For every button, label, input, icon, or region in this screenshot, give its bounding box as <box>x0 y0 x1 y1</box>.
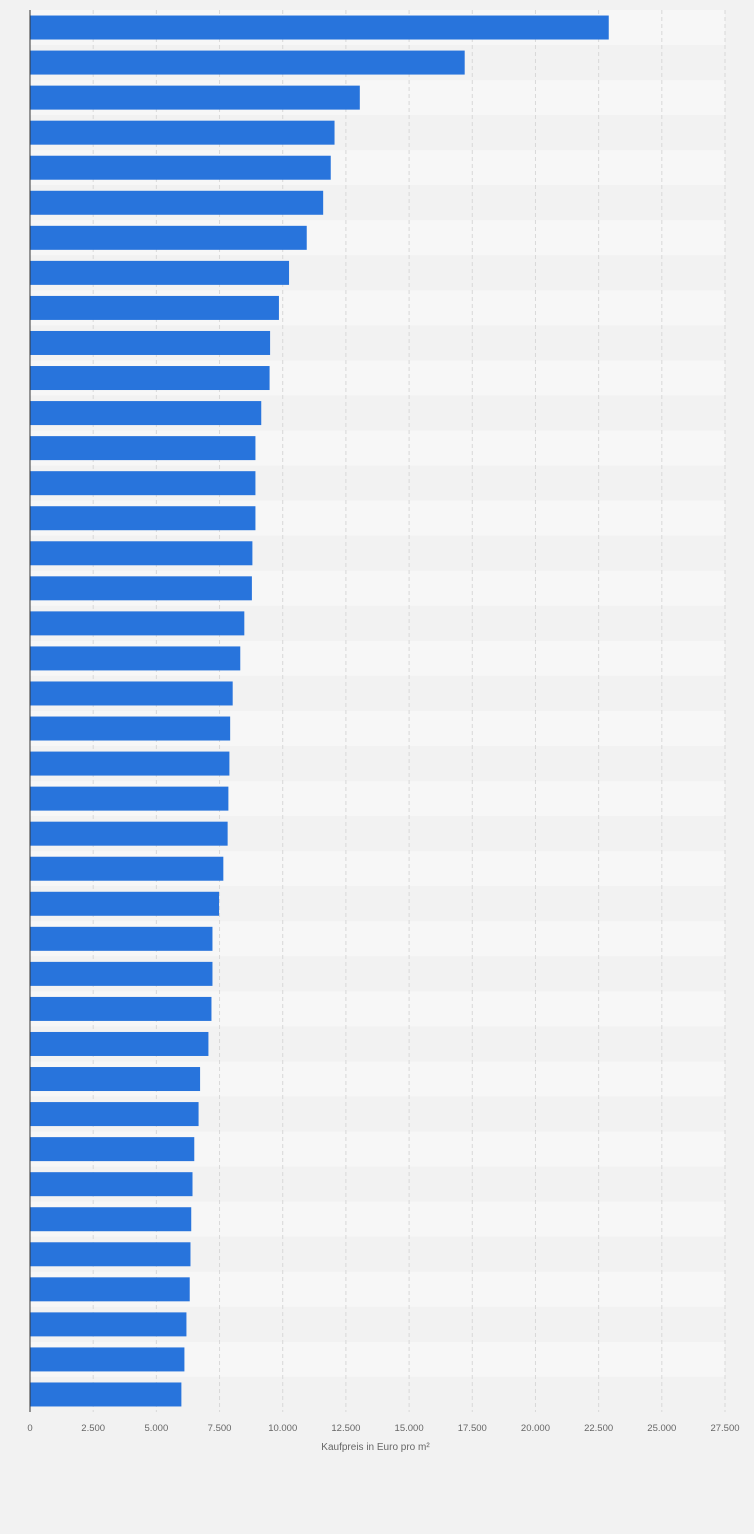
bar[interactable] <box>30 926 213 951</box>
bar[interactable] <box>30 1207 192 1232</box>
bar[interactable] <box>30 891 220 916</box>
bar[interactable] <box>30 471 256 496</box>
bar[interactable] <box>30 401 262 426</box>
bar[interactable] <box>30 996 212 1021</box>
bar[interactable] <box>30 436 256 461</box>
bar[interactable] <box>30 1137 195 1162</box>
bar[interactable] <box>30 330 271 355</box>
x-tick-label: 20.000 <box>521 1423 550 1434</box>
bar[interactable] <box>30 541 253 566</box>
bar[interactable] <box>30 786 229 811</box>
x-tick-label: 0 <box>27 1423 32 1434</box>
bar[interactable] <box>30 366 270 391</box>
bar[interactable] <box>30 1347 185 1372</box>
x-tick-label: 17.500 <box>458 1423 487 1434</box>
bar[interactable] <box>30 260 290 285</box>
plot-bands <box>30 10 725 1412</box>
bar[interactable] <box>30 961 213 986</box>
bar[interactable] <box>30 85 360 110</box>
bar[interactable] <box>30 506 256 531</box>
bar[interactable] <box>30 1031 209 1056</box>
bar[interactable] <box>30 646 241 671</box>
bar[interactable] <box>30 1102 199 1127</box>
bar[interactable] <box>30 856 224 881</box>
bars <box>30 15 609 1407</box>
x-axis-label: Kaufpreis in Euro pro m² <box>321 1442 430 1453</box>
x-tick-label: 25.000 <box>647 1423 676 1434</box>
x-tick-label: 2.500 <box>81 1423 105 1434</box>
bar[interactable] <box>30 681 233 706</box>
x-tick-label: 22.500 <box>584 1423 613 1434</box>
bar[interactable] <box>30 1382 182 1407</box>
bar[interactable] <box>30 225 307 250</box>
x-axis-ticks: 0 2.500 5.000 7.500 10.000 12.500 15.000 17.500… <box>27 1423 739 1434</box>
bar[interactable] <box>30 295 279 320</box>
x-tick-label: 10.000 <box>268 1423 297 1434</box>
bar[interactable] <box>30 1242 191 1267</box>
bar[interactable] <box>30 716 231 741</box>
x-tick-label: 12.500 <box>331 1423 360 1434</box>
x-tick-label: 7.500 <box>208 1423 232 1434</box>
bar[interactable] <box>30 611 245 636</box>
bar[interactable] <box>30 155 331 180</box>
bar[interactable] <box>30 1172 193 1197</box>
bar[interactable] <box>30 1277 190 1302</box>
bar[interactable] <box>30 15 609 40</box>
bar[interactable] <box>30 751 230 776</box>
bar[interactable] <box>30 821 228 846</box>
bar[interactable] <box>30 1067 201 1092</box>
bar[interactable] <box>30 190 324 215</box>
bar[interactable] <box>30 576 252 601</box>
x-tick-label: 5.000 <box>144 1423 168 1434</box>
x-tick-label: 27.500 <box>710 1423 739 1434</box>
bar[interactable] <box>30 1312 187 1337</box>
bar[interactable] <box>30 120 335 145</box>
x-tick-label: 15.000 <box>395 1423 424 1434</box>
bar[interactable] <box>30 50 465 75</box>
